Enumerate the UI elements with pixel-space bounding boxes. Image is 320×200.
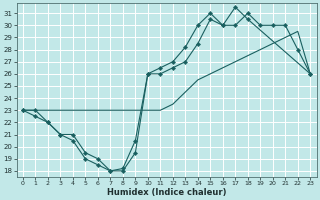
X-axis label: Humidex (Indice chaleur): Humidex (Indice chaleur) <box>107 188 226 197</box>
